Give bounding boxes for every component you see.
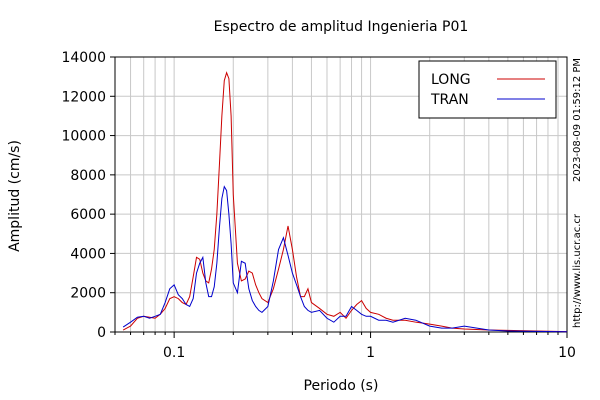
x-tick-label: 0.1 [163,345,185,361]
side-text-timestamp: 2023-08-09 01:59:12 PM [572,58,583,182]
x-axis-label: Periodo (s) [304,378,379,394]
y-axis: 0 2000 4000 6000 8000 10000 12000 14000 [61,50,115,341]
y-tick-label: 14000 [61,50,106,66]
y-tick-label: 10000 [61,129,106,145]
series-lines [122,71,568,333]
series-line-tran [122,185,568,333]
y-tick-label: 0 [97,325,106,341]
chart-title: Espectro de amplitud Ingenieria P01 [214,19,469,35]
legend-box [418,60,557,119]
y-tick-label: 8000 [70,168,106,184]
x-axis: 0.1 1 10 [114,332,576,361]
y-tick-label: 6000 [70,207,106,223]
y-tick-label: 2000 [70,286,106,302]
legend: LONG TRAN [418,60,557,119]
plot-area-frame [114,56,568,333]
x-tick-label: 1 [366,345,375,361]
legend-label-tran: TRAN [430,92,469,108]
y-tick-label: 12000 [61,89,106,105]
x-tick-label: 10 [558,345,576,361]
y-axis-label: Amplitud (cm/s) [7,140,23,252]
legend-label-long: LONG [431,72,471,88]
side-text-url: http://www.lis.ucr.ac.cr [572,213,583,328]
y-tick-label: 4000 [70,246,106,262]
grid-lines [114,57,568,332]
